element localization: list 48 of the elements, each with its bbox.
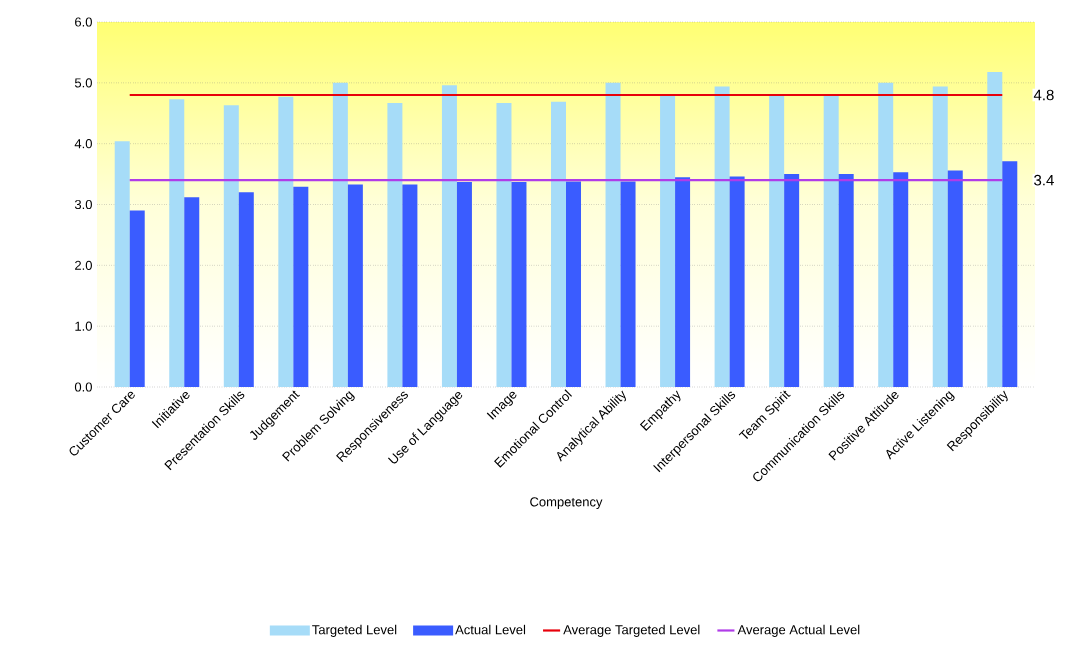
bar (456, 182, 472, 388)
annotation: 3.4 (1034, 174, 1054, 186)
bar (441, 85, 457, 388)
bar (511, 182, 527, 388)
y-tick-label: 4.0 (74, 139, 92, 149)
bar (114, 141, 130, 388)
y-tick-label: 0.0 (74, 382, 92, 392)
bar (947, 170, 963, 388)
bar (184, 197, 200, 388)
bar (238, 192, 254, 388)
bar (878, 82, 894, 388)
bar (551, 101, 566, 388)
y-tick-label: 2.0 (75, 260, 92, 270)
legend-label: Targeted Level (312, 624, 397, 637)
bar (605, 82, 621, 388)
bar (402, 184, 418, 388)
bar (675, 177, 691, 388)
bar (332, 82, 348, 388)
bar (223, 105, 239, 388)
bar (729, 176, 745, 388)
bar (714, 86, 730, 388)
legend-label: Average Targeted Level (563, 624, 700, 637)
bar (769, 95, 785, 388)
bar (823, 95, 839, 388)
bar (784, 174, 800, 388)
bar (129, 210, 145, 388)
bar (660, 95, 676, 388)
bar (987, 71, 1003, 388)
y-tick-label: 1.0 (75, 321, 92, 331)
bar (347, 184, 363, 388)
bar (1002, 161, 1018, 388)
legend-label: Actual Level (455, 624, 526, 635)
bar (169, 99, 185, 388)
bar (387, 102, 403, 388)
x-axis-title: Competency (530, 497, 603, 510)
bar (838, 174, 854, 388)
bar (932, 86, 948, 388)
bar (566, 181, 582, 388)
bar (620, 181, 636, 388)
bar (278, 96, 294, 388)
bar (293, 186, 309, 388)
bar (496, 102, 512, 388)
legend-label: Average Actual Level (737, 624, 860, 637)
y-tick-label: 3.0 (74, 199, 92, 210)
y-tick-label: 5.0 (74, 78, 92, 88)
bar (893, 172, 909, 388)
annotation: 4.8 (1033, 89, 1054, 101)
y-tick-label: 6.0 (75, 17, 92, 27)
